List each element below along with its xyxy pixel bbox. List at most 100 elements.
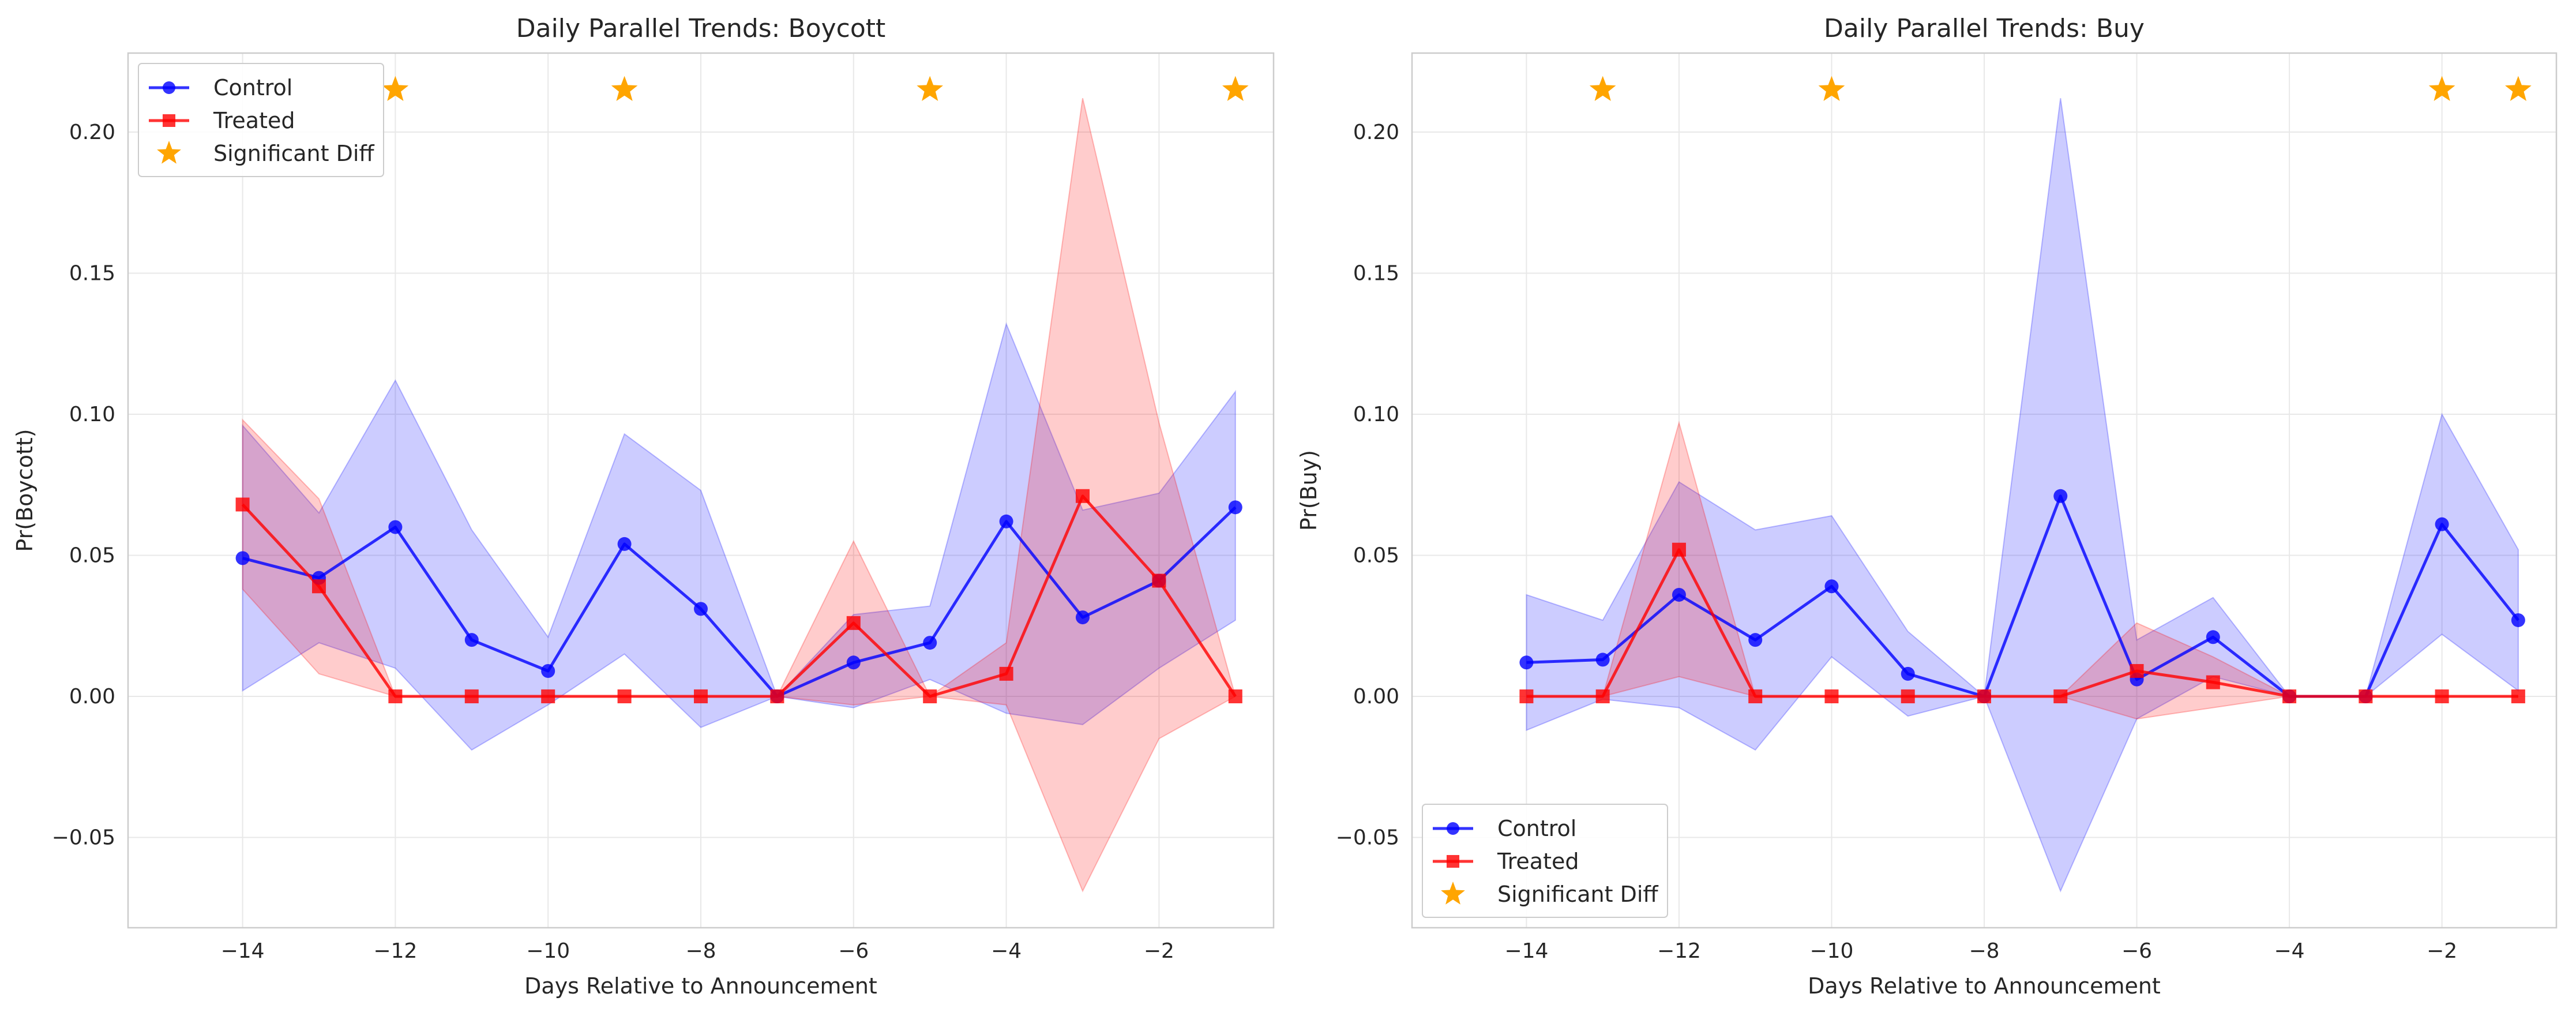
- x-tick-label: −14: [221, 939, 265, 963]
- data-point-control: [1901, 666, 1915, 681]
- data-point-control: [1672, 587, 1686, 602]
- data-point-treated: [846, 616, 861, 630]
- data-point-treated: [235, 497, 250, 512]
- y-tick-label: 0.10: [1353, 403, 1399, 426]
- lines-boycott: [241, 494, 1237, 698]
- data-point-treated: [541, 689, 555, 703]
- plot-frame-boycott: [127, 52, 1275, 929]
- y-tick-label: 0.05: [69, 543, 115, 567]
- data-point-control: [1748, 633, 1763, 647]
- markers-boycott: [235, 489, 1242, 703]
- series-line-treated: [1526, 548, 2518, 698]
- x-tick-label: −2: [1144, 939, 1174, 963]
- chart-title-buy: Daily Parallel Trends: Buy: [1824, 14, 2145, 43]
- series-line-treated: [241, 494, 1237, 698]
- significance-star-icon: [382, 76, 409, 101]
- data-point-treated: [2511, 689, 2525, 703]
- lines-buy: [1526, 494, 2519, 698]
- data-point-treated: [1076, 489, 1090, 503]
- data-point-control: [2435, 517, 2449, 531]
- data-point-treated: [1748, 689, 1763, 703]
- y-ticks-boycott: −0.05 0.00 0.05 0.10 0.15 0.20: [52, 121, 115, 850]
- legend-control-marker: [1447, 822, 1459, 835]
- data-point-treated: [1519, 689, 1534, 703]
- data-point-control: [235, 551, 250, 565]
- data-point-treated: [1901, 689, 1915, 703]
- y-tick-label: 0.05: [1353, 543, 1399, 567]
- data-point-control: [1824, 579, 1839, 594]
- legend-star-icon: [157, 141, 181, 164]
- data-point-treated: [1595, 689, 1610, 703]
- data-point-treated: [1672, 542, 1686, 557]
- data-point-treated: [2359, 689, 2373, 703]
- significance-star-icon: [1222, 76, 1249, 101]
- series-line-control: [242, 506, 1237, 698]
- data-point-control: [617, 537, 632, 551]
- y-tick-label: 0.00: [69, 685, 115, 708]
- x-tick-label: −4: [991, 939, 1022, 963]
- data-point-treated: [1152, 573, 1166, 588]
- legend-star-icon: [1441, 882, 1465, 905]
- x-ticks-boycott: −14 −12 −10 −8 −6 −4 −2: [221, 939, 1174, 963]
- legend-box: [138, 63, 384, 177]
- ci-band-control: [242, 322, 1236, 751]
- data-point-treated: [464, 689, 479, 703]
- legend-treated-label: Treated: [213, 108, 295, 133]
- significance-star-icon: [2428, 76, 2455, 101]
- data-point-control: [923, 636, 937, 650]
- data-point-treated: [923, 689, 937, 703]
- x-tick-label: −14: [1504, 939, 1548, 963]
- data-point-treated: [1977, 689, 1991, 703]
- data-point-treated: [1824, 689, 1839, 703]
- data-point-control: [1595, 653, 1610, 667]
- legend-boycott: Control Treated Significant Diff: [138, 63, 384, 177]
- x-axis-label-buy: Days Relative to Announcement: [1808, 973, 2161, 999]
- y-axis-label-boycott: Pr(Boycott): [12, 429, 37, 552]
- x-tick-label: −12: [373, 939, 417, 963]
- x-tick-label: −12: [1657, 939, 1701, 963]
- data-point-control: [694, 602, 708, 616]
- y-tick-label: 0.00: [1353, 685, 1399, 708]
- data-point-treated: [1228, 689, 1242, 703]
- significance-star-icon: [1589, 76, 1616, 101]
- significance-star-icon: [611, 76, 638, 101]
- chart-title-boycott: Daily Parallel Trends: Boycott: [516, 14, 886, 43]
- x-tick-label: −6: [2121, 939, 2152, 963]
- data-point-treated: [2282, 689, 2297, 703]
- data-point-control: [464, 633, 479, 647]
- data-point-control: [1076, 610, 1090, 625]
- x-tick-label: −2: [2427, 939, 2457, 963]
- grid-boycott: [128, 53, 1274, 928]
- significance-stars-boycott: [382, 76, 1249, 101]
- x-tick-label: −10: [526, 939, 570, 963]
- data-point-control: [846, 655, 861, 670]
- data-point-treated: [770, 689, 784, 703]
- y-tick-label: −0.05: [1336, 826, 1399, 850]
- x-tick-label: −10: [1809, 939, 1853, 963]
- legend-buy: Control Treated Significant Diff: [1422, 804, 1668, 918]
- data-point-treated: [694, 689, 708, 703]
- x-tick-label: −8: [685, 939, 716, 963]
- data-point-control: [2053, 489, 2068, 503]
- x-tick-label: −4: [2274, 939, 2305, 963]
- legend-treated-marker: [1447, 855, 1459, 868]
- data-point-treated: [2053, 689, 2068, 703]
- legend-box: [1422, 804, 1668, 918]
- y-tick-label: −0.05: [52, 826, 115, 850]
- data-point-control: [388, 520, 403, 534]
- data-point-treated: [2130, 663, 2144, 678]
- x-tick-label: −6: [838, 939, 869, 963]
- data-point-control: [2511, 613, 2525, 627]
- significance-stars-buy: [1589, 76, 2532, 101]
- panel-buy: −14 −12 −10 −8 −6 −4 −2 −0.05 0.00 0.05 0.10 0.15 0…: [1296, 14, 2558, 999]
- data-point-treated: [2435, 689, 2449, 703]
- legend-significant-label: Significant Diff: [213, 141, 374, 166]
- y-tick-label: 0.20: [1353, 121, 1399, 144]
- x-tick-label: −8: [1969, 939, 1999, 963]
- y-tick-label: 0.15: [1353, 261, 1399, 285]
- y-ticks-buy: −0.05 0.00 0.05 0.10 0.15 0.20: [1336, 121, 1399, 850]
- plot-frame-buy: [1411, 52, 2558, 929]
- data-point-control: [1228, 500, 1242, 515]
- data-point-treated: [999, 666, 1013, 681]
- data-point-control: [1519, 655, 1534, 670]
